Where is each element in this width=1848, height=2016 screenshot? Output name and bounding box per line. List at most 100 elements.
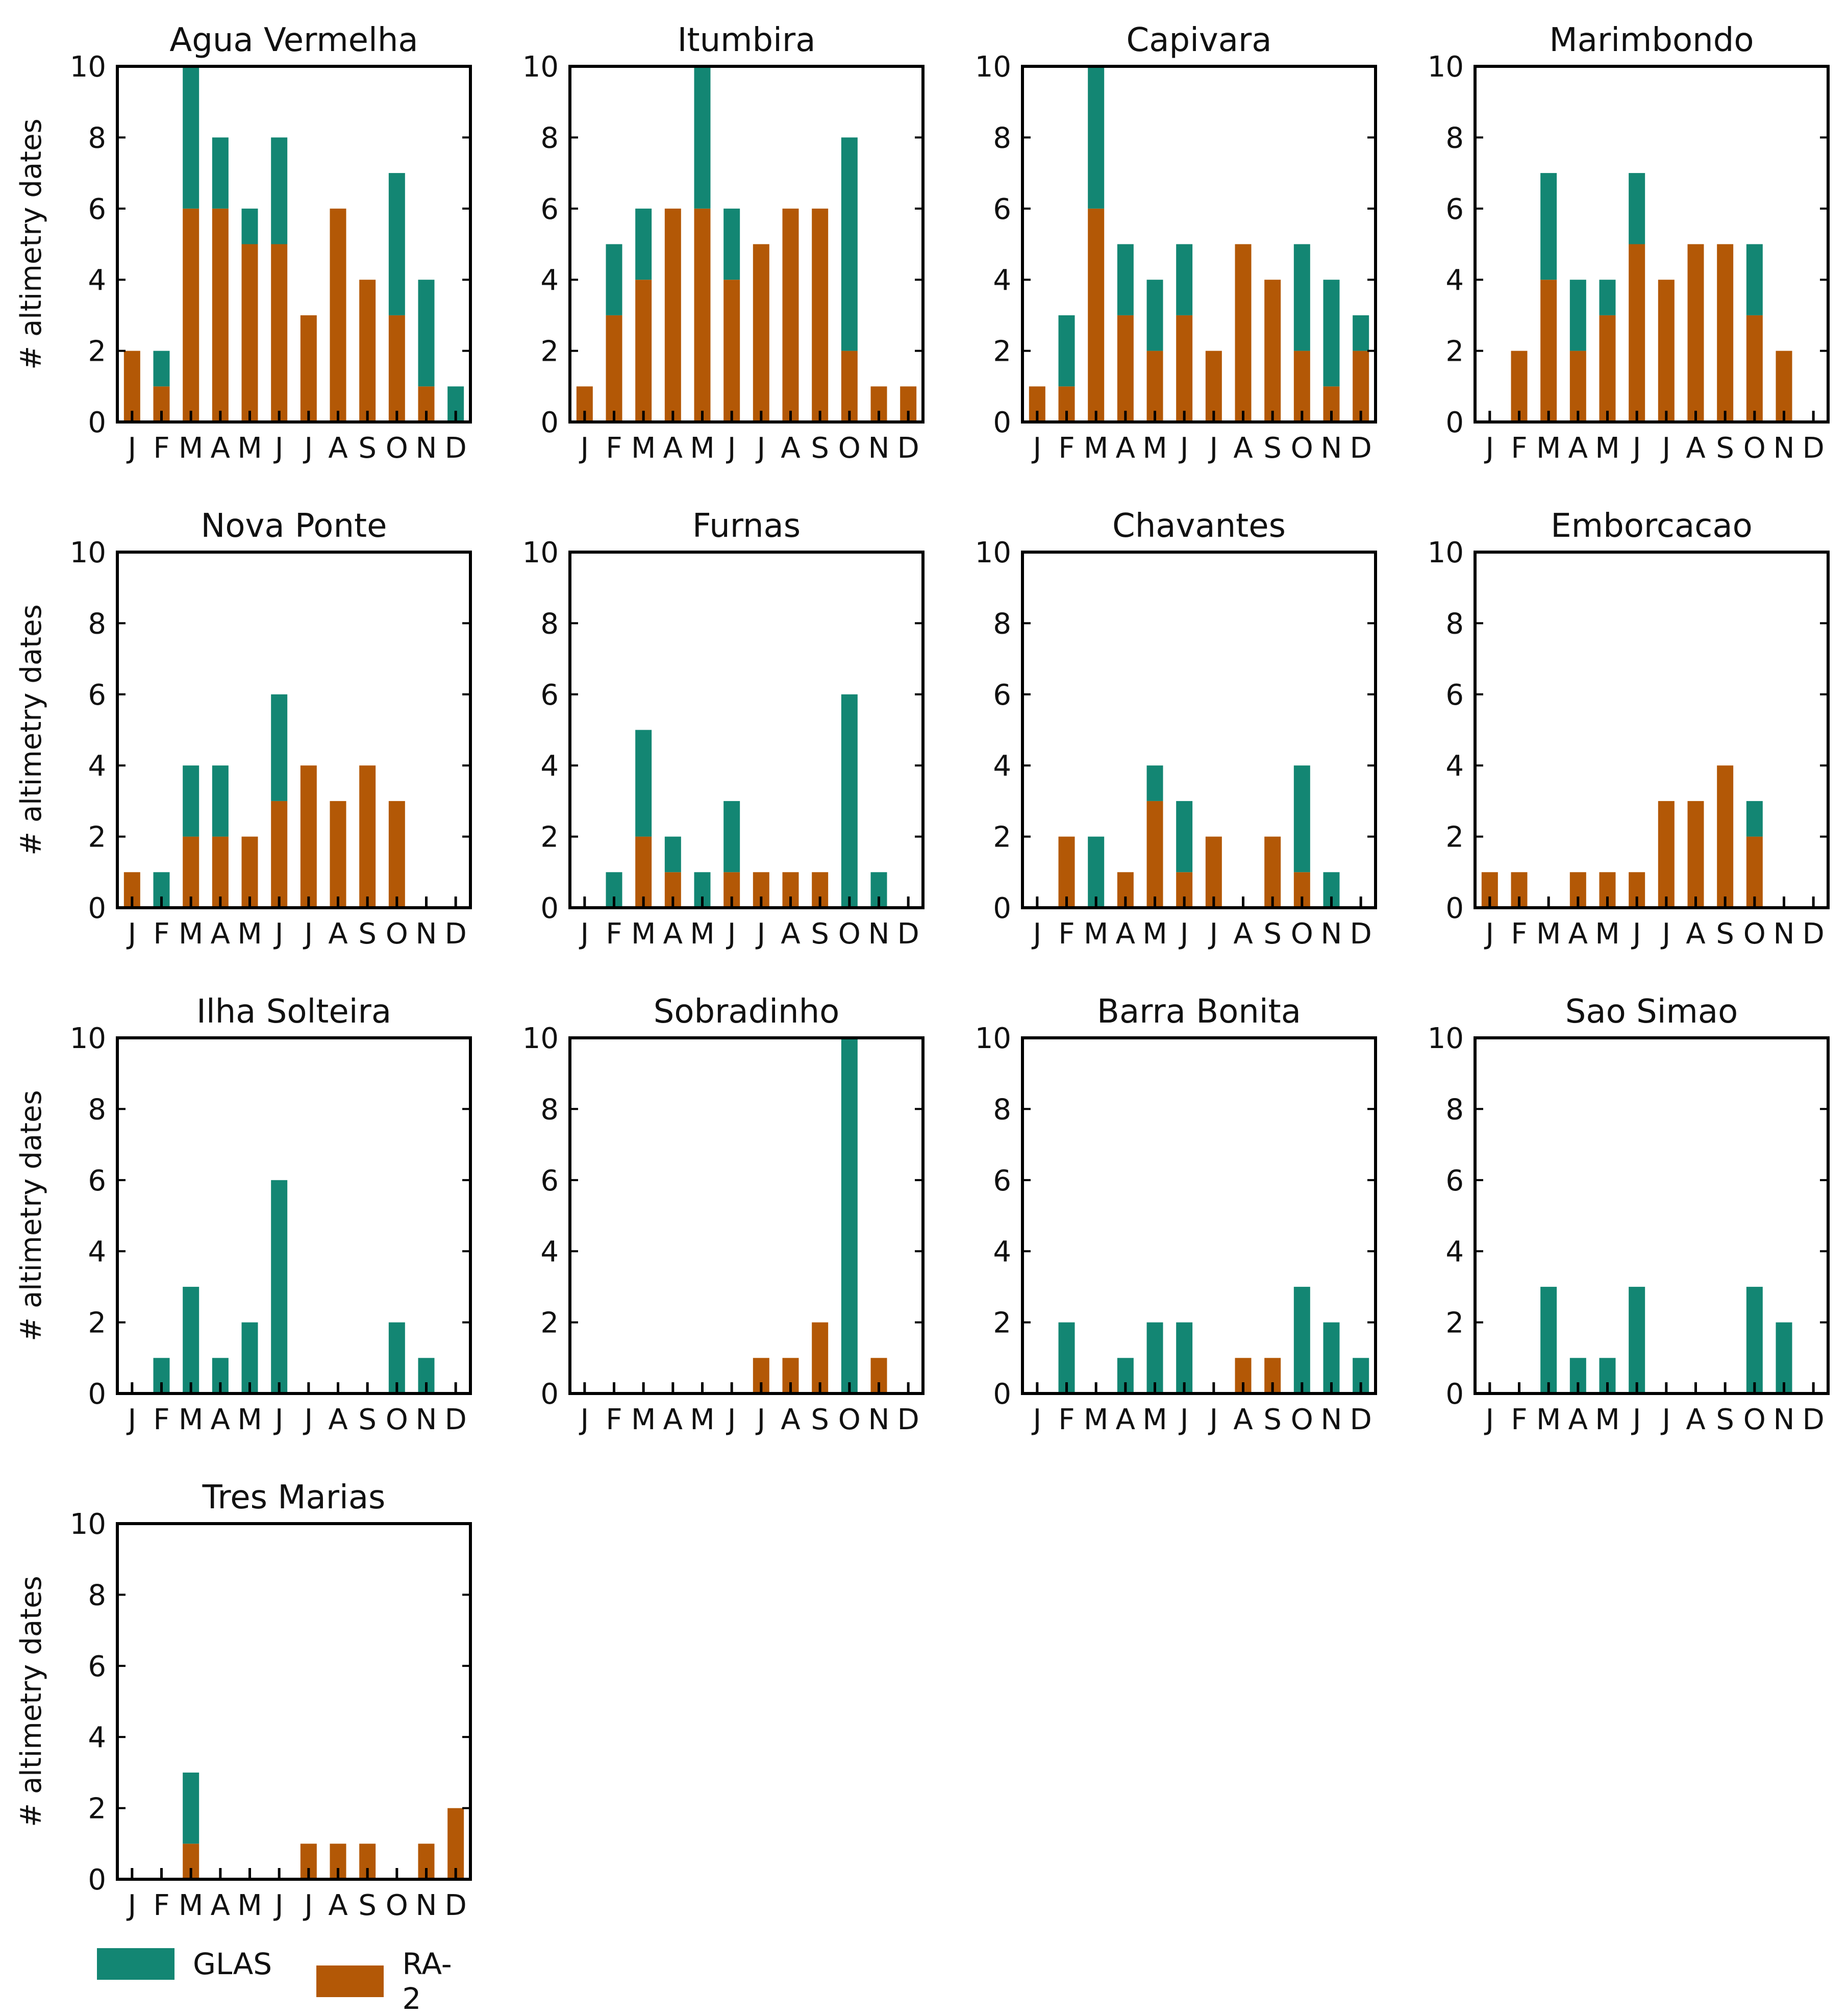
chart-title: Capivara	[1127, 21, 1272, 59]
bar-ra2	[1264, 280, 1281, 422]
bar-ra2	[1058, 836, 1075, 908]
bar-ra2	[330, 208, 346, 422]
y-tick-label: 10	[1428, 51, 1464, 84]
bar-ra2	[1569, 351, 1586, 422]
chart-title: Nova Ponte	[201, 507, 387, 545]
y-tick-label: 6	[88, 679, 106, 712]
plot-frame	[116, 65, 472, 424]
y-tick-label: 8	[993, 607, 1011, 640]
bar-ra2	[300, 765, 317, 908]
x-tick-label: N	[1774, 917, 1795, 951]
x-tick-label: J	[579, 1403, 589, 1436]
x-tick-label: J	[1661, 1403, 1671, 1436]
bar-glas	[1293, 1286, 1310, 1393]
x-tick-label: M	[237, 917, 262, 951]
x-tick-label: M	[179, 432, 203, 465]
x-tick-label: F	[153, 432, 169, 465]
y-tick-label: 8	[88, 1093, 106, 1126]
bar-glas	[1353, 315, 1369, 351]
y-tick-label: 8	[88, 607, 106, 640]
x-tick-label: A	[1233, 432, 1253, 465]
x-tick-label: A	[1686, 917, 1705, 951]
x-tick-label: A	[1568, 917, 1588, 951]
bar-glas	[694, 66, 711, 209]
x-tick-label: M	[237, 1889, 262, 1922]
x-tick-label: M	[1595, 432, 1619, 465]
bar-ra2	[753, 244, 769, 422]
bar-ra2	[1117, 315, 1134, 422]
x-tick-label: J	[273, 432, 284, 465]
x-tick-label: D	[897, 432, 919, 465]
bar-ra2	[606, 315, 622, 422]
x-tick-label: A	[1568, 432, 1588, 465]
legend-item-ra2: RA-2	[316, 1947, 462, 2016]
bar-ra2	[388, 801, 405, 908]
legend-swatch-glas	[97, 1948, 174, 1980]
x-tick-label: J	[1661, 917, 1671, 951]
y-tick-label: 4	[88, 1721, 106, 1754]
y-tick-label: 10	[975, 1022, 1011, 1055]
bar-ra2	[812, 208, 829, 422]
x-tick-label: S	[358, 1403, 377, 1436]
x-tick-label: M	[237, 1403, 262, 1436]
chart-title: Chavantes	[1112, 507, 1286, 545]
x-tick-label: F	[606, 432, 622, 465]
bar-ra2	[635, 280, 652, 422]
x-tick-label: J	[127, 1403, 137, 1436]
bar-ra2	[1353, 351, 1369, 422]
x-tick-label: O	[838, 917, 861, 951]
plot-frame	[116, 1036, 472, 1395]
bar-glas	[1176, 801, 1193, 873]
x-tick-label: F	[1511, 917, 1527, 951]
bar-glas	[635, 730, 652, 837]
bar-ra2	[1088, 208, 1105, 422]
bar-ra2	[1235, 244, 1252, 422]
chart-title: Sobradinho	[654, 993, 840, 1031]
bar-ra2	[1717, 765, 1734, 908]
bar-ra2	[1658, 801, 1675, 908]
x-tick-label: J	[1631, 1403, 1641, 1436]
bar-ra2	[841, 351, 858, 422]
x-tick-label: J	[303, 432, 313, 465]
bar-glas	[388, 1322, 405, 1393]
bar-glas	[841, 1038, 858, 1393]
bar-glas	[212, 137, 229, 209]
x-tick-label: M	[179, 917, 203, 951]
bar-ra2	[1176, 315, 1193, 422]
bar-glas	[1629, 1286, 1645, 1393]
x-tick-label: A	[328, 1889, 347, 1922]
bar-ra2	[1146, 801, 1163, 908]
x-tick-label: S	[1263, 432, 1282, 465]
bar-glas	[183, 765, 199, 837]
bar-ra2	[1746, 836, 1763, 908]
bar-ra2	[447, 1808, 464, 1879]
x-tick-label: J	[1661, 432, 1671, 465]
x-tick-label: S	[1716, 432, 1734, 465]
x-tick-label: J	[127, 432, 137, 465]
x-tick-label: D	[1350, 1403, 1372, 1436]
bar-ra2	[212, 836, 229, 908]
x-tick-label: M	[1536, 1403, 1561, 1436]
x-tick-label: J	[303, 1403, 313, 1436]
x-tick-label: M	[1142, 432, 1167, 465]
x-tick-label: F	[153, 1403, 169, 1436]
y-tick-label: 0	[88, 1863, 106, 1897]
bar-ra2	[1264, 836, 1281, 908]
y-tick-label: 0	[993, 892, 1011, 925]
x-tick-label: D	[445, 432, 467, 465]
x-tick-label: M	[179, 1889, 203, 1922]
bar-ra2	[1717, 244, 1734, 422]
bar-glas	[388, 173, 405, 315]
bar-ra2	[635, 836, 652, 908]
x-tick-label: M	[179, 1403, 203, 1436]
y-tick-label: 10	[522, 1022, 559, 1055]
bar-ra2	[812, 1322, 829, 1393]
x-tick-label: N	[416, 1889, 437, 1922]
bar-ra2	[723, 280, 740, 422]
x-tick-label: J	[127, 1889, 137, 1922]
chart-title: Emborcacao	[1551, 507, 1752, 545]
bar-glas	[271, 694, 288, 801]
